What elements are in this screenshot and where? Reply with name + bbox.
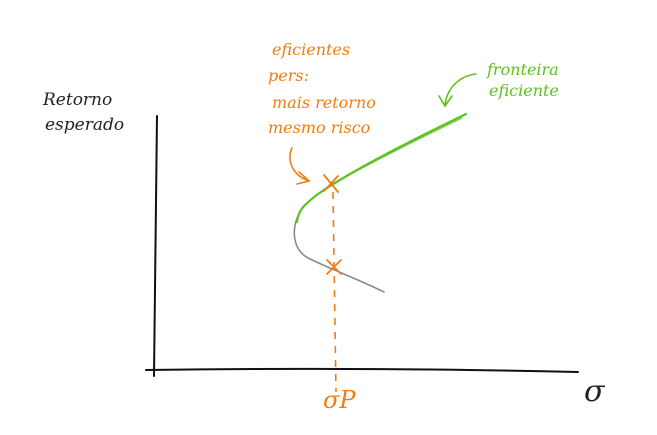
efficient-annotation-arrow <box>289 147 311 185</box>
efficient-portfolio-marker <box>323 174 339 193</box>
efficient-annotation-line3: mais retorno <box>272 93 376 112</box>
y-axis <box>153 115 158 377</box>
sigma-p-dashed-line <box>332 191 337 393</box>
y-axis-label-line2: esperado <box>45 115 125 135</box>
efficient-frontier-curve-overstroke <box>331 117 463 185</box>
sigma-p-label: σP <box>323 386 356 414</box>
inefficient-frontier-curve <box>293 211 385 293</box>
efficient-annotation-line4: mesmo risco <box>268 118 371 137</box>
x-axis <box>145 367 579 373</box>
efficient-annotation-line1: eficientes <box>272 40 351 59</box>
y-axis-label-line1: Retorno <box>43 90 113 110</box>
efficient-frontier-curve <box>295 112 468 224</box>
frontier-annotation-line1: fronteira <box>487 60 559 79</box>
x-axis-label: σ <box>584 374 605 409</box>
inefficient-portfolio-marker <box>326 259 342 275</box>
frontier-annotation-arrow <box>438 73 477 108</box>
frontier-annotation-line2: eficiente <box>489 81 559 100</box>
efficient-annotation-line2: pers: <box>268 66 309 85</box>
